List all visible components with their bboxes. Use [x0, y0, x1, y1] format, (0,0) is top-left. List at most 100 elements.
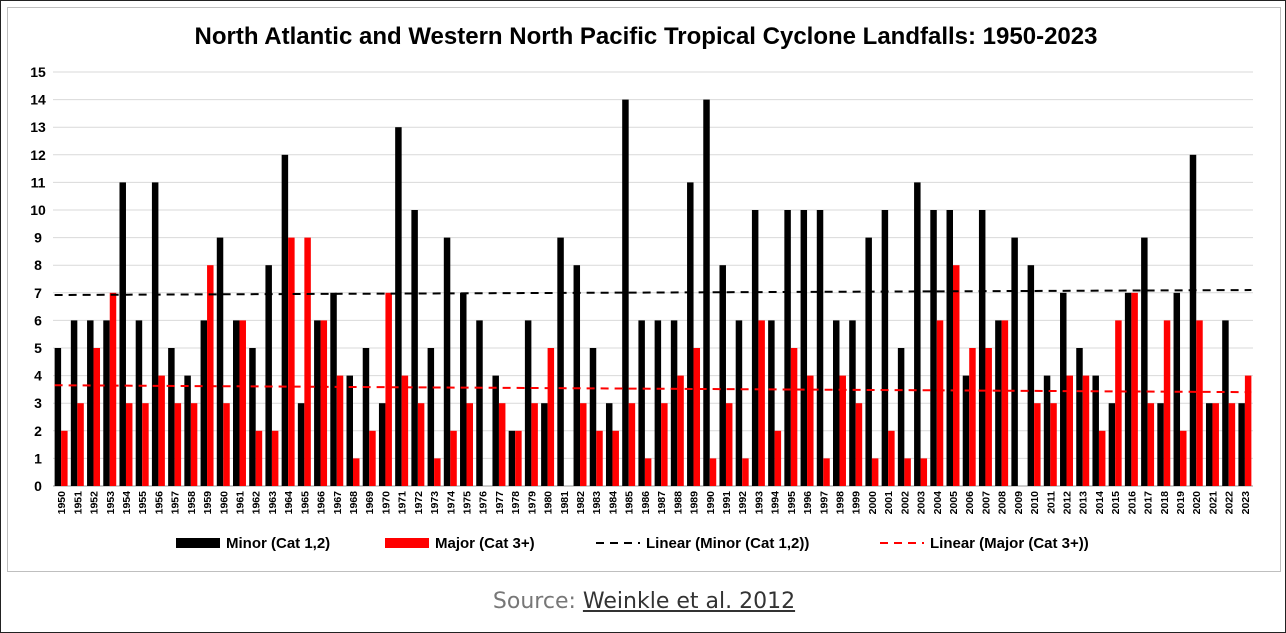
- bar-major: [369, 430, 376, 486]
- bar-major: [239, 320, 246, 486]
- bar-minor: [654, 320, 662, 486]
- bar-major: [1212, 403, 1219, 486]
- x-tick-label: 1986: [640, 491, 652, 515]
- bar-minor: [314, 320, 321, 486]
- bar-minor: [54, 348, 62, 486]
- x-tick-label: 1999: [851, 491, 863, 515]
- x-tick-label: 2017: [1143, 491, 1155, 515]
- legend-trend-major: Linear (Major (Cat 3+)): [880, 535, 1089, 552]
- bar-minor: [443, 237, 451, 486]
- bar-major: [1131, 292, 1138, 486]
- bar-major: [125, 403, 133, 486]
- bar-major: [612, 430, 619, 486]
- trendlines: [54, 289, 1252, 394]
- x-tick-label: 2005: [948, 491, 960, 515]
- x-tick-label: 1981: [559, 491, 571, 515]
- legend: Minor (Cat 1,2) Major (Cat 3+) Linear (Min…: [176, 535, 1089, 552]
- y-tick-label: 12: [30, 147, 46, 163]
- legend-trend-minor-label: Linear (Minor (Cat 1,2)): [646, 535, 809, 552]
- bar-minor: [1027, 265, 1035, 486]
- bar-minor: [1141, 237, 1148, 486]
- x-tick-label: 1992: [737, 491, 749, 515]
- x-tick-label: 1982: [575, 491, 587, 515]
- bar-minor: [589, 348, 597, 486]
- y-tick-label: 7: [34, 285, 42, 301]
- trendline-minor: [54, 289, 1252, 297]
- source-link[interactable]: Weinkle et al. 2012: [582, 589, 796, 614]
- bar-major: [969, 348, 976, 486]
- x-tick-label: 1979: [526, 491, 538, 515]
- bar-minor: [492, 375, 499, 486]
- x-tick-label: 1980: [543, 491, 555, 515]
- bar-major: [223, 403, 230, 486]
- bar-minor: [995, 320, 1002, 486]
- x-tick-label: 2016: [1126, 491, 1138, 515]
- bar-major: [417, 403, 425, 486]
- bar-minor: [1124, 292, 1132, 486]
- x-tick-label: 2010: [1029, 491, 1041, 515]
- bar-major: [158, 375, 165, 486]
- x-tick-label: 1972: [413, 491, 425, 515]
- x-axis: 1950 1951 1952 1953 1954 1955 1956 1957 1958 1959…: [56, 491, 1252, 515]
- bar-minor: [1076, 348, 1083, 486]
- source-caption: Source: Weinkle et al. 2012: [1, 589, 1286, 614]
- chart-title: North Atlantic and Western North Pacific…: [195, 23, 1098, 50]
- bar-minor: [395, 127, 402, 486]
- x-tick-label: 1964: [283, 491, 295, 515]
- bar-major: [807, 375, 814, 486]
- x-tick-label: 2000: [867, 491, 879, 515]
- x-tick-label: 1997: [818, 491, 830, 515]
- bar-major: [498, 403, 506, 486]
- x-tick-label: 2020: [1191, 491, 1203, 515]
- x-tick-label: 2021: [1207, 491, 1219, 515]
- bar-minor: [784, 210, 791, 486]
- legend-trend-minor: Linear (Minor (Cat 1,2)): [596, 535, 809, 552]
- x-tick-label: 1950: [56, 491, 68, 515]
- legend-major: Major (Cat 3+): [385, 535, 535, 552]
- bar-major: [93, 348, 101, 486]
- bar-minor: [735, 320, 743, 486]
- x-tick-label: 1957: [170, 491, 182, 515]
- x-tick-label: 1958: [186, 491, 198, 515]
- bar-minor: [622, 99, 629, 486]
- bar-minor: [1157, 403, 1164, 486]
- x-tick-label: 1967: [332, 491, 344, 515]
- x-tick-label: 2014: [1094, 491, 1106, 515]
- x-tick-label: 1984: [607, 491, 619, 515]
- legend-minor-label: Minor (Cat 1,2): [226, 535, 330, 552]
- bar-minor: [297, 403, 305, 486]
- bar-major: [1001, 320, 1009, 486]
- bar-minor: [460, 292, 467, 486]
- x-tick-label: 2001: [883, 491, 895, 515]
- bar-minor: [411, 210, 418, 486]
- y-tick-label: 3: [34, 395, 42, 411]
- bar-major: [190, 403, 198, 486]
- bar-major: [1244, 375, 1252, 486]
- bar-minor: [346, 375, 353, 486]
- x-tick-label: 1987: [656, 491, 668, 515]
- bar-major: [142, 403, 149, 486]
- bar-minor: [897, 348, 905, 486]
- bar-minor: [330, 292, 337, 486]
- bar-minor: [541, 403, 548, 486]
- bar-major: [1147, 403, 1155, 486]
- bar-major: [385, 292, 392, 486]
- bar-minor: [1173, 292, 1181, 486]
- x-tick-label: 1968: [348, 491, 360, 515]
- x-tick-label: 1991: [721, 491, 733, 515]
- bar-major: [855, 403, 863, 486]
- bar-minor: [1011, 237, 1018, 486]
- bar-major: [888, 430, 895, 486]
- bar-major: [271, 430, 279, 486]
- bar-major: [401, 375, 409, 486]
- bar-major: [628, 403, 636, 486]
- x-tick-label: 1976: [478, 491, 490, 515]
- bar-minor: [1092, 375, 1099, 486]
- bar-minor: [768, 320, 775, 486]
- bar-major: [953, 265, 960, 486]
- bar-major: [985, 348, 992, 486]
- x-tick-label: 2018: [1159, 491, 1171, 515]
- bar-minor: [687, 182, 694, 486]
